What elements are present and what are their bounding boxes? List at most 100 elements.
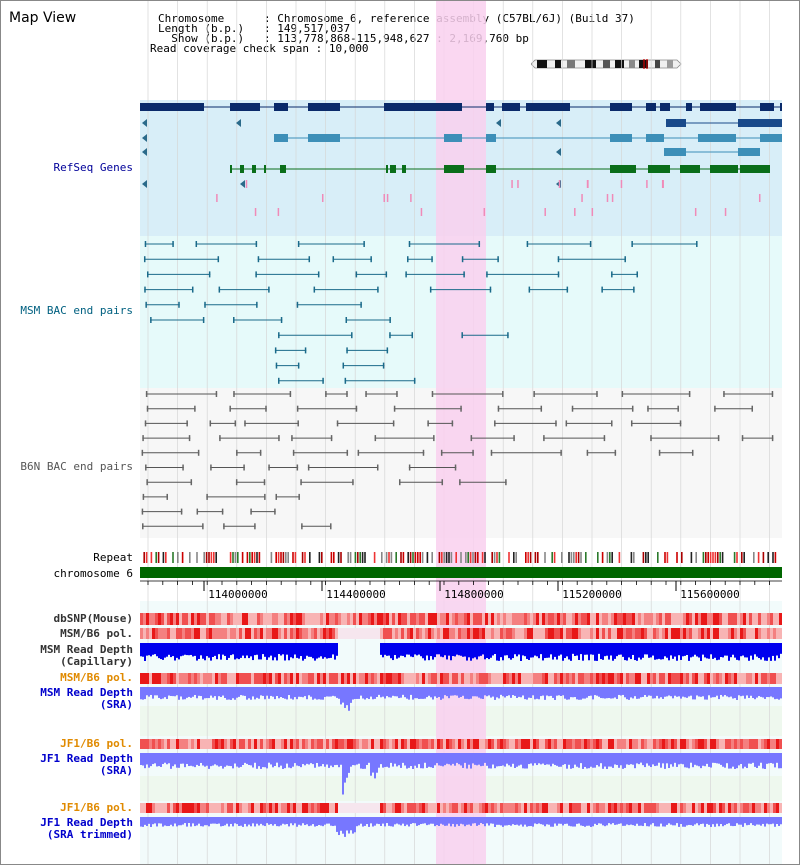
refseq-genes-label[interactable]: RefSeq Genes	[53, 161, 133, 174]
bac-end-mark	[771, 435, 774, 442]
jf1-sra-depth-bar	[550, 753, 552, 767]
msm-sra-depth-bar	[668, 687, 670, 696]
msm-sra-depth-bar	[698, 687, 700, 697]
msm-pol-sra-heat-cell	[230, 673, 233, 684]
dbsnp-label[interactable]: dbSNP(Mouse)	[53, 612, 133, 625]
msm-capillary-depth-bar	[640, 643, 642, 660]
jf1-trim-depth-bar	[352, 817, 354, 834]
dbsnp-heat-cell	[632, 613, 635, 625]
jf1-trim-depth-bar	[780, 817, 782, 825]
msm-b6-pol-sra-label[interactable]: MSM/B6 pol.	[60, 671, 133, 684]
msm-pol-heat-cell	[434, 628, 437, 639]
repeat-mark	[421, 552, 424, 563]
bac-end-mark	[194, 405, 196, 412]
msm-bac-end-pairs-label[interactable]: MSM BAC end pairs	[20, 304, 133, 317]
jf1-pol-heat-cell	[194, 739, 197, 749]
jf1-trim-depth-bar	[430, 817, 432, 824]
jf1-sra-depth-bar	[700, 753, 702, 769]
repeat-mark	[337, 552, 340, 563]
bac-end-mark	[278, 377, 280, 384]
msm-capillary-depth-bar	[502, 643, 504, 661]
jf1-trim-depth-bar	[590, 817, 592, 827]
msm-sra-depth-bar	[562, 687, 564, 696]
bac-end-mark	[413, 377, 416, 384]
jf1-sra-depth-bar	[356, 753, 358, 765]
msm-pol-heat-cell	[257, 628, 260, 639]
msm-capillary-depth-bar	[714, 643, 716, 658]
jf1-pol-trim-heat-cell	[761, 803, 764, 813]
jf1-sra-depth-bar	[770, 753, 772, 763]
jf1-pol-heat-cell	[635, 739, 638, 749]
msm-read-depth-sra-label[interactable]: MSM Read Depth (SRA)	[40, 686, 133, 711]
msm-pol-sra-heat-cell	[746, 673, 749, 684]
dbsnp-heat-cell	[404, 613, 407, 625]
jf1-trim-depth-bar	[468, 817, 470, 825]
jf1-sra-depth-bar	[312, 753, 314, 765]
jf1-read-depth-sra-label[interactable]: JF1 Read Depth (SRA)	[40, 752, 133, 777]
jf1-b6-pol-trimmed-label[interactable]: JF1/B6 pol.	[60, 801, 133, 814]
jf1-pol-heat-cell	[671, 739, 674, 749]
msm-capillary-depth-bar	[334, 643, 336, 660]
msm-pol-sra-heat-cell	[635, 673, 638, 684]
jf1-trim-depth-bar	[262, 817, 264, 826]
msm-sra-depth-bar	[760, 687, 762, 697]
msm-pol-heat-cell	[728, 628, 731, 639]
dbsnp-heat-cell	[575, 613, 578, 625]
bac-end-mark	[244, 420, 246, 427]
msm-capillary-depth-bar	[638, 643, 640, 658]
msm-b6-pol-label[interactable]: MSM/B6 pol.	[60, 627, 133, 640]
jf1-trim-depth-bar	[520, 817, 522, 825]
jf1-trim-depth-bar	[664, 817, 666, 827]
msm-sra-depth-bar	[386, 687, 388, 697]
jf1-trim-depth-bar	[562, 817, 564, 826]
jf1-pol-trim-heat-cell	[680, 803, 683, 813]
jf1-pol-trim-heat-cell	[200, 803, 203, 813]
repeat-mark	[695, 552, 697, 563]
jf1-trim-depth-bar	[226, 817, 228, 824]
msm-capillary-depth-bar	[188, 643, 190, 656]
repeat-mark	[537, 552, 539, 563]
gene-exon	[660, 103, 670, 111]
jf1-trim-depth-bar	[658, 817, 660, 827]
msm-capillary-depth-bar	[672, 643, 674, 659]
jf1-b6-pol-label[interactable]: JF1/B6 pol.	[60, 737, 133, 750]
b6n-bac-end-pairs-label[interactable]: B6N BAC end pairs	[20, 460, 133, 473]
jf1-pol-heat-cell	[452, 739, 455, 749]
jf1-sra-depth-bar	[346, 753, 348, 778]
dbsnp-heat-cell	[143, 613, 146, 625]
jf1-trim-depth-bar	[758, 817, 760, 825]
msm-capillary-depth-bar	[678, 643, 680, 656]
dbsnp-heat-cell	[644, 613, 647, 625]
dbsnp-heat-cell	[557, 613, 560, 625]
jf1-sra-depth-bar	[334, 753, 336, 766]
msm-read-depth-capillary-label[interactable]: MSM Read Depth (Capillary)	[40, 643, 133, 668]
msm-sra-depth-bar	[484, 687, 486, 696]
msm-pol-heat-cell	[758, 628, 761, 639]
msm-pol-sra-heat-cell	[563, 673, 566, 684]
msm-capillary-depth-bar	[556, 643, 558, 660]
msm-capillary-depth-bar	[468, 643, 470, 658]
msm-capillary-depth-bar	[498, 643, 500, 661]
msm-pol-heat-cell	[671, 628, 674, 639]
msm-sra-depth-bar	[418, 687, 420, 699]
msm-capillary-depth-bar	[208, 643, 210, 658]
jf1-read-depth-trimmed-label[interactable]: JF1 Read Depth (SRA trimmed)	[40, 816, 133, 841]
msm-pol-heat-cell	[269, 628, 272, 639]
msm-capillary-depth-bar	[452, 643, 454, 657]
msm-capillary-depth-bar	[766, 643, 768, 661]
jf1-sra-depth-bar	[288, 753, 290, 768]
dbsnp-heat-cell	[185, 613, 188, 625]
msm-sra-depth-bar	[146, 687, 148, 696]
msm-sra-depth-bar	[508, 687, 510, 696]
msm-pol-heat-cell	[359, 628, 362, 639]
jf1-pol-heat-cell	[266, 739, 269, 749]
genome-track-canvas[interactable]: 114000000 114400000 114800000 115200000 1156…	[140, 1, 782, 864]
gene-exon	[738, 148, 760, 156]
msm-capillary-depth-bar	[492, 643, 494, 656]
msm-sra-depth-bar	[522, 687, 524, 696]
chromosome-ideogram[interactable]	[530, 54, 683, 73]
dbsnp-heat-cell	[518, 613, 521, 625]
bac-end-mark	[427, 420, 429, 427]
jf1-sra-depth-bar	[428, 753, 430, 767]
